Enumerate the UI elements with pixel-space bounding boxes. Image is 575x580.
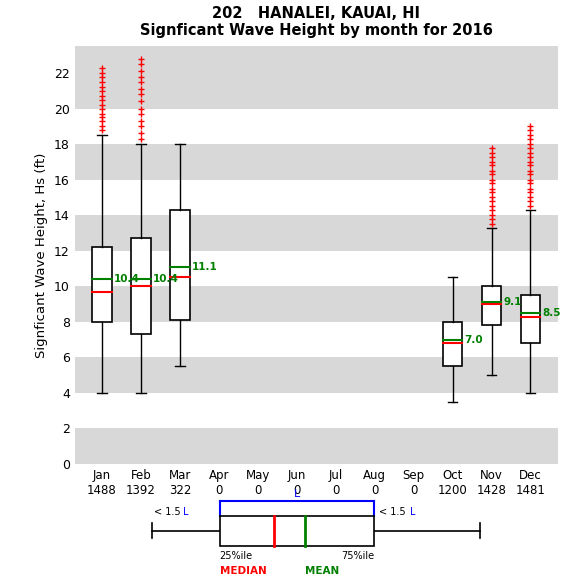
Text: 10.4: 10.4 xyxy=(114,274,140,284)
Text: 10.4: 10.4 xyxy=(152,274,178,284)
Text: 25%ile: 25%ile xyxy=(220,552,253,561)
Bar xyxy=(75,287,558,322)
Bar xyxy=(75,73,558,108)
Text: < 1.5: < 1.5 xyxy=(379,508,409,517)
Bar xyxy=(131,238,151,334)
Bar xyxy=(75,322,558,357)
Text: < 1.5: < 1.5 xyxy=(155,508,184,517)
Bar xyxy=(170,210,190,320)
Bar xyxy=(482,287,501,325)
Bar xyxy=(75,180,558,215)
Text: L: L xyxy=(183,508,189,517)
Text: 11.1: 11.1 xyxy=(191,262,217,272)
Text: 9.1: 9.1 xyxy=(503,298,522,307)
Bar xyxy=(75,215,558,251)
Text: MEDIAN: MEDIAN xyxy=(220,566,266,576)
Text: 8.5: 8.5 xyxy=(542,308,561,318)
Bar xyxy=(75,251,558,287)
Text: L: L xyxy=(294,490,300,499)
Text: MEAN: MEAN xyxy=(305,566,339,576)
Bar xyxy=(92,247,112,322)
Text: 7.0: 7.0 xyxy=(464,335,483,345)
Y-axis label: Signficant Wave Height, Hs (ft): Signficant Wave Height, Hs (ft) xyxy=(36,153,48,358)
Bar xyxy=(521,295,540,343)
Text: L: L xyxy=(411,508,416,517)
Title: 202   HANALEI, KAUAI, HI
Signficant Wave Height by month for 2016: 202 HANALEI, KAUAI, HI Signficant Wave H… xyxy=(140,6,493,38)
Bar xyxy=(75,357,558,393)
Bar xyxy=(75,429,558,464)
Bar xyxy=(220,516,374,546)
Bar xyxy=(75,393,558,429)
Text: 75%ile: 75%ile xyxy=(341,552,374,561)
Bar xyxy=(75,144,558,180)
Bar xyxy=(443,322,462,366)
Bar xyxy=(75,108,558,144)
